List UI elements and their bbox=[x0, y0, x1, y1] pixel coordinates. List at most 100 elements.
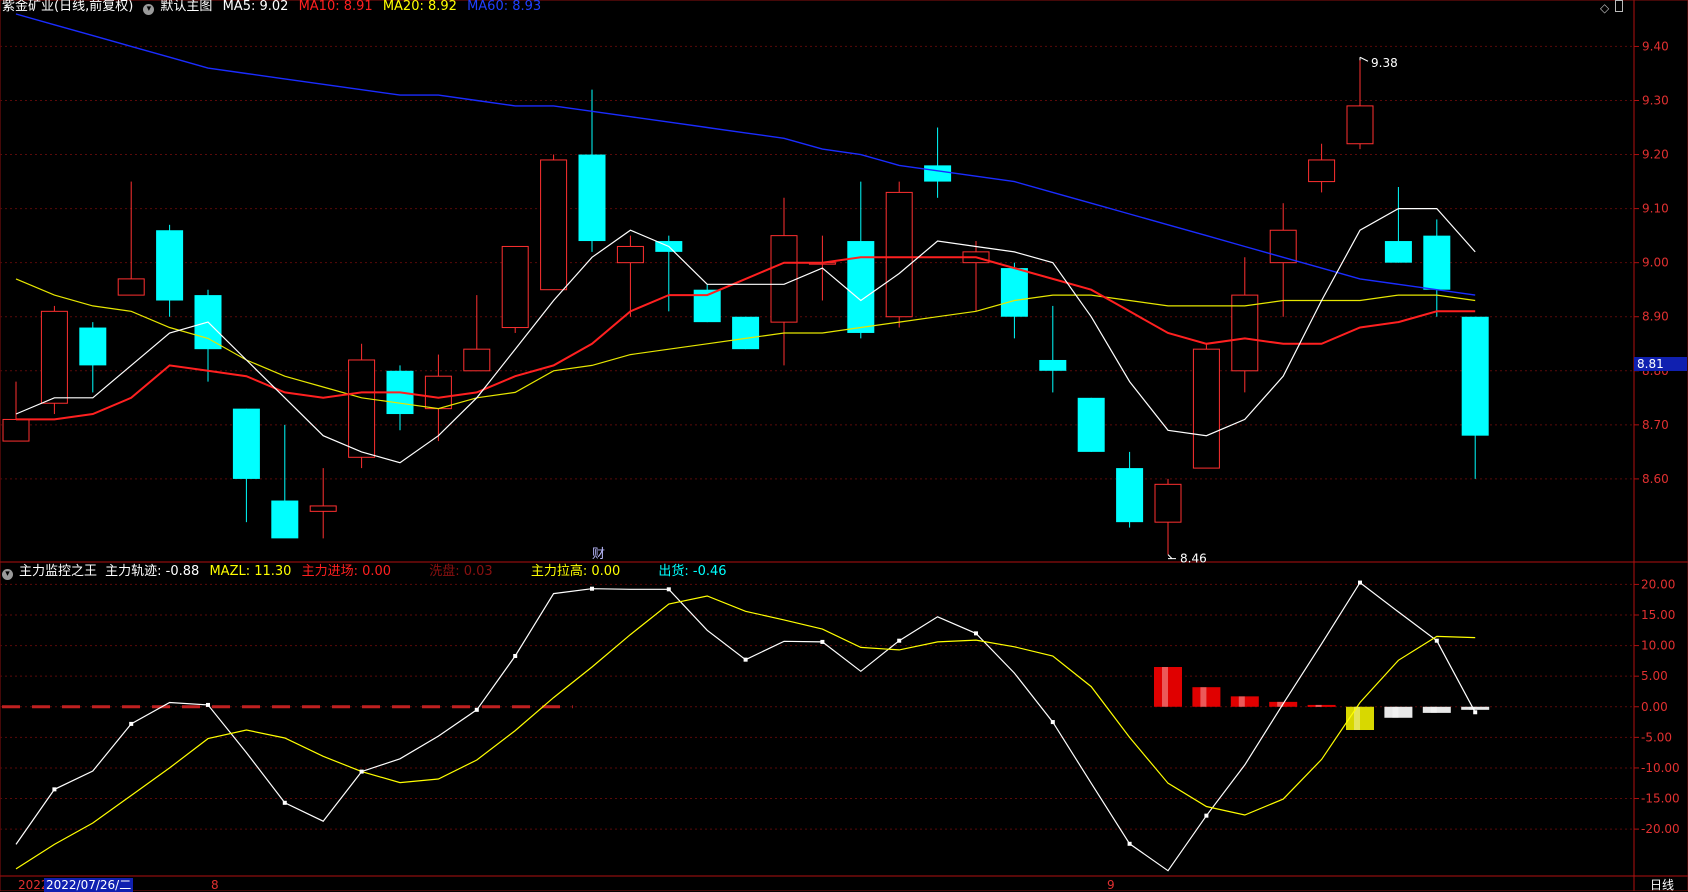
candle-body bbox=[1231, 294, 1259, 372]
indicator-bar bbox=[1422, 706, 1451, 713]
track-marker bbox=[474, 707, 479, 712]
track-marker bbox=[513, 653, 518, 658]
low-annotation-arrow bbox=[1167, 554, 1176, 560]
track-marker bbox=[820, 639, 825, 644]
price-tick-label: 9.40 bbox=[1642, 39, 1669, 53]
ma10-line bbox=[16, 256, 1476, 421]
candle-body bbox=[847, 241, 875, 333]
indicator-bar-highlight bbox=[1162, 667, 1168, 707]
indicator-bar-highlight bbox=[1354, 706, 1360, 731]
indicator-tick-label: -5.00 bbox=[1641, 730, 1672, 744]
candle-body bbox=[232, 408, 260, 479]
wash-label: 洗盘: 0.03 bbox=[429, 564, 493, 579]
track-marker bbox=[1204, 813, 1209, 818]
price-tick-label: 8.90 bbox=[1642, 310, 1669, 324]
pull-label: 主力拉高: 0.00 bbox=[530, 564, 621, 579]
candle-body bbox=[1346, 105, 1374, 145]
candle-body bbox=[540, 159, 568, 291]
ma20-line bbox=[15, 278, 1476, 410]
track-marker bbox=[1473, 710, 1478, 715]
track-marker bbox=[1127, 841, 1132, 846]
track-marker bbox=[359, 769, 364, 774]
scrollbar-handle-icon[interactable] bbox=[1615, 0, 1624, 12]
indicator-bar bbox=[1384, 706, 1413, 718]
indicator-bar-highlight bbox=[1430, 706, 1437, 713]
indicator-bar-highlight bbox=[1392, 706, 1399, 718]
main-chart-label[interactable]: 默认主图 bbox=[160, 0, 213, 14]
candle-body bbox=[40, 310, 68, 404]
ma5-line bbox=[15, 208, 1476, 464]
candle-body bbox=[1154, 483, 1182, 523]
indicator-tick-label: 20.00 bbox=[1641, 577, 1675, 591]
indicator-bar-highlight bbox=[1200, 687, 1207, 707]
month-9-label: 9 bbox=[1107, 878, 1115, 892]
ship-label: 出货: -0.46 bbox=[658, 564, 727, 579]
price-tick-label: 9.00 bbox=[1642, 256, 1669, 270]
candle-body bbox=[1000, 268, 1028, 317]
mazl-line bbox=[15, 595, 1476, 870]
price-tick-label: 8.70 bbox=[1642, 418, 1669, 432]
track-marker bbox=[590, 586, 594, 591]
mazl-label: MAZL: 11.30 bbox=[209, 564, 292, 579]
main-chart-header: 紫金矿业(日线,前复权) ▾ 默认主图 MA5: 9.02 MA10: 8.91 … bbox=[2, 0, 547, 15]
candle-body bbox=[1384, 241, 1412, 263]
candle-body bbox=[271, 500, 299, 539]
indicator-tick-label: -15.00 bbox=[1641, 792, 1680, 806]
candle-body bbox=[424, 375, 452, 410]
candle-body bbox=[578, 154, 606, 242]
ma60-line bbox=[15, 13, 1476, 296]
price-tick-label: 9.10 bbox=[1642, 202, 1669, 216]
track-marker bbox=[52, 787, 57, 792]
cai-marker[interactable]: 财 bbox=[592, 547, 606, 562]
candle-body bbox=[463, 348, 491, 372]
ma5-label: MA5: 9.02 bbox=[222, 0, 289, 14]
high-annotation-label: 9.38 bbox=[1371, 56, 1398, 70]
indicator-tick-label: -10.00 bbox=[1641, 761, 1680, 775]
indicator-tick-label: 15.00 bbox=[1641, 608, 1675, 622]
stock-title[interactable]: 紫金矿业(日线,前复权) bbox=[2, 0, 134, 14]
candle-body bbox=[1039, 359, 1067, 371]
current-price-tag: 8.81 bbox=[1634, 357, 1687, 371]
track-marker bbox=[1434, 638, 1439, 643]
month-8-label: 8 bbox=[211, 878, 219, 892]
indicator-name[interactable]: 主力监控之王 bbox=[19, 564, 98, 579]
track-marker bbox=[206, 702, 210, 707]
indicator-bar bbox=[1154, 667, 1182, 707]
indicator-bar-highlight bbox=[1469, 706, 1476, 710]
track-marker bbox=[129, 721, 134, 726]
indicator-bar bbox=[1461, 706, 1490, 710]
price-tick-label: 9.20 bbox=[1642, 148, 1669, 162]
low-annotation-label: 8.46 bbox=[1180, 552, 1207, 566]
diamond-icon[interactable]: ◇ bbox=[1600, 1, 1610, 15]
period-label[interactable]: 日线 bbox=[1650, 878, 1675, 892]
ma10-label: MA10: 8.91 bbox=[298, 0, 373, 14]
settings-dot-icon[interactable]: ▾ bbox=[143, 4, 155, 15]
indicator-settings-dot-icon[interactable]: ▾ bbox=[2, 569, 13, 580]
track-marker bbox=[974, 631, 978, 636]
enter-label: 主力进场: 0.00 bbox=[301, 564, 392, 579]
track-line bbox=[15, 581, 1476, 872]
indicator-tick-label: 5.00 bbox=[1641, 669, 1668, 683]
track-marker bbox=[282, 800, 287, 805]
ma60-label: MA60: 8.93 bbox=[467, 0, 542, 14]
candle-body bbox=[1308, 159, 1336, 183]
price-tick-label: 8.60 bbox=[1642, 472, 1669, 486]
indicator-tick-label: -20.00 bbox=[1641, 822, 1680, 836]
indicator-bar-highlight bbox=[1238, 696, 1245, 707]
candle-body bbox=[117, 278, 145, 296]
candle-body bbox=[1077, 397, 1105, 452]
indicator-bar bbox=[1192, 687, 1221, 707]
track-marker bbox=[743, 657, 748, 662]
indicator-bar bbox=[1307, 704, 1336, 707]
candle-body bbox=[1116, 468, 1144, 523]
candle-body bbox=[309, 505, 337, 512]
date-label: 2022/07/26/二 bbox=[44, 878, 134, 892]
ma20-label: MA20: 8.92 bbox=[382, 0, 457, 14]
candle-body bbox=[156, 230, 184, 301]
candle-body bbox=[348, 359, 376, 458]
year-label: 2022 bbox=[18, 878, 49, 892]
track-label: 主力轨迹: -0.88 bbox=[105, 564, 200, 579]
indicator-tick-label: 10.00 bbox=[1641, 639, 1675, 653]
candle-body bbox=[2, 418, 30, 442]
